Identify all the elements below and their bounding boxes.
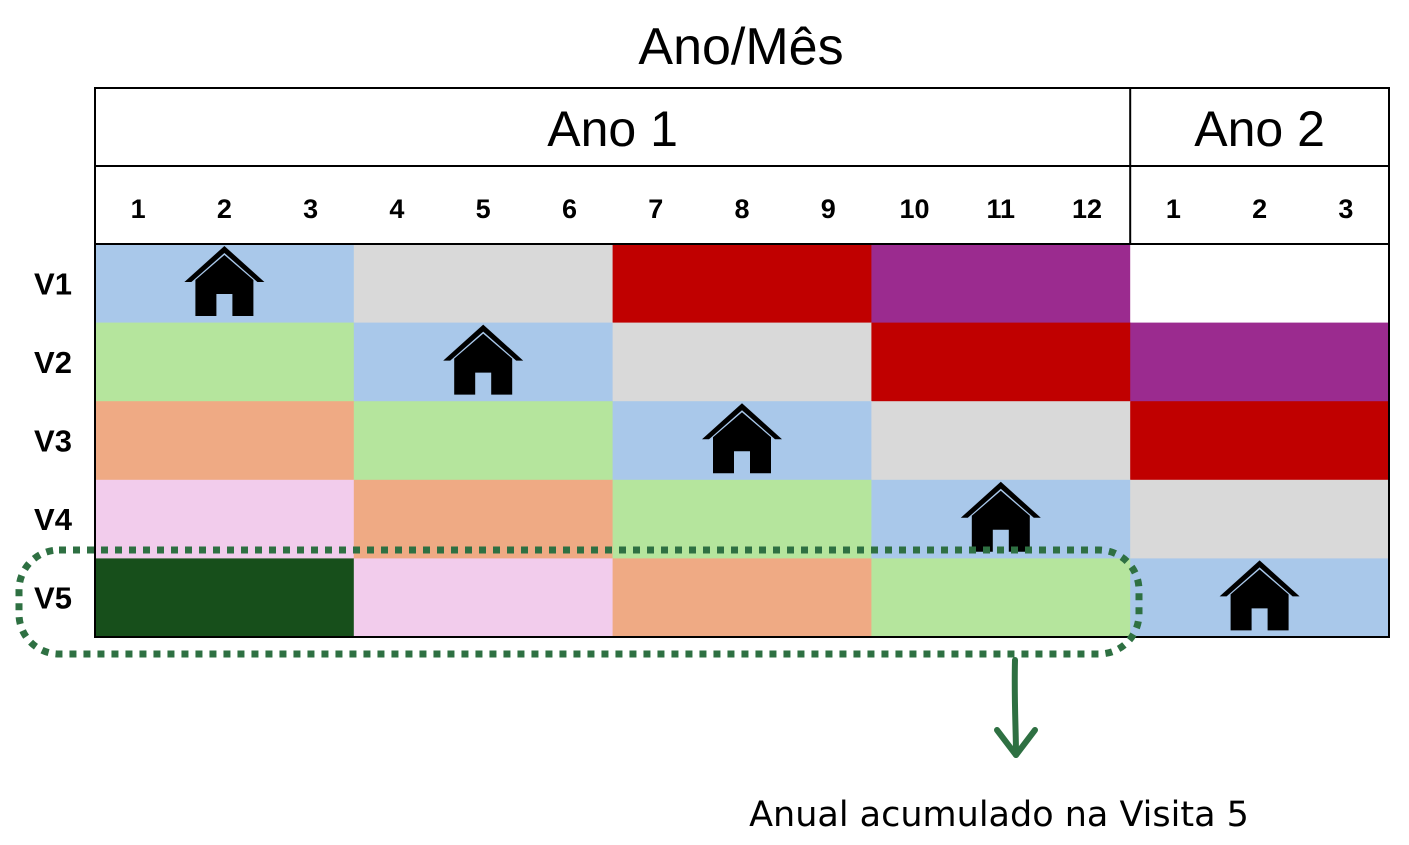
row-label-v4: V4 [34,502,73,537]
table-border [94,87,1390,638]
month-label: 1 [1166,194,1181,224]
month-label: 11 [987,194,1016,224]
annotation-text: Anual acumulado na Visita 5 [749,795,1249,835]
cell-v3-block-5 [1130,401,1390,481]
diagram-title: Ano/Mês [638,18,843,76]
month-label: 9 [821,194,836,224]
cell-v2-block-4 [871,322,1131,402]
highlight-annotation: Anual acumulado na Visita 5 [15,546,1249,835]
month-label: 6 [562,194,577,224]
row-label-v2: V2 [34,345,72,380]
month-label: 8 [734,194,749,224]
schedule-grid [95,244,1390,638]
month-label: 5 [476,194,491,224]
cell-v4-block-1 [95,479,355,559]
year-label-2: Ano 2 [1194,101,1325,157]
month-label: 12 [1072,194,1102,224]
month-label: 2 [217,194,232,224]
cell-v4-block-2 [353,479,614,559]
cell-v3-block-1 [95,401,355,481]
cell-v5-block-3 [612,558,872,638]
dotted-highlight-v5 [15,546,1143,658]
arrow-shaft [1011,657,1019,758]
year-label-1: Ano 1 [547,101,678,157]
cell-v1-block-5 [1130,244,1390,324]
month-label: 1 [131,194,146,224]
cell-v2-block-3 [612,322,872,402]
month-label: 7 [648,194,663,224]
month-label: 3 [1338,194,1353,224]
cell-v1-block-4 [871,244,1131,324]
row-labels: V1 V2 V3 V4 V5 [34,266,73,615]
cell-v5-block-2 [353,558,614,638]
cell-v3-block-2 [353,401,614,481]
row-label-v5: V5 [34,581,72,616]
month-label: 4 [389,194,404,224]
grid-lines [94,87,1390,638]
row-label-v1: V1 [34,266,72,301]
cell-v1-block-2 [353,244,614,324]
cell-v5-block-4 [871,558,1131,638]
cell-v2-block-5 [1130,322,1390,402]
cell-v4-block-3 [612,479,872,559]
month-label: 3 [303,194,318,224]
cell-v3-block-4 [871,401,1131,481]
cell-v4-block-5 [1130,479,1390,559]
month-label: 2 [1252,194,1267,224]
arrow-head-icon [994,727,1038,758]
month-label: 10 [900,194,930,224]
row-label-v3: V3 [34,424,72,459]
cell-v1-block-3 [612,244,872,324]
cell-v2-block-1 [95,322,355,402]
cell-v5-block-1 [95,558,355,638]
